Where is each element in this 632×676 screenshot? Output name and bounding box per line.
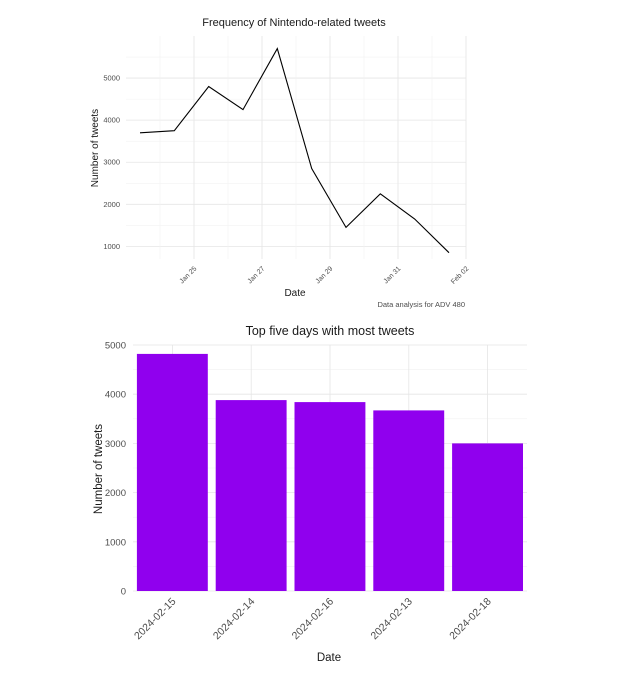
bar-chart-y-tick-label: 4000	[105, 390, 126, 401]
bar-chart-y-tick-label: 0	[121, 587, 126, 598]
bar	[294, 402, 366, 591]
line-chart-y-tick-label: 3000	[103, 158, 120, 167]
bar-chart-y-tick-label: 1000	[105, 537, 126, 548]
line-chart: Frequency of Nintendo-related tweets 100…	[90, 17, 470, 309]
line-chart-y-ticks: 1000 2000 3000 4000 5000	[103, 74, 120, 251]
line-chart-caption: Data analysis for ADV 480	[377, 300, 465, 309]
bar-chart-x-tick-label: 2024-02-16	[290, 596, 337, 643]
line-chart-y-tick-label: 5000	[103, 74, 120, 83]
bar-chart-bars	[136, 353, 523, 591]
line-chart-x-ticks: Jan 25 Jan 27 Jan 29 Jan 31 Feb 02	[179, 265, 471, 285]
bar-chart-x-tick-label: 2024-02-13	[368, 596, 415, 643]
line-chart-title: Frequency of Nintendo-related tweets	[202, 17, 386, 29]
bar-chart-x-tick-label: 2024-02-14	[211, 596, 258, 643]
line-chart-y-tick-label: 2000	[103, 200, 120, 209]
line-chart-x-tick-label: Feb 02	[450, 265, 470, 285]
line-chart-x-tick-label: Jan 25	[179, 265, 199, 285]
line-chart-y-tick-label: 1000	[103, 242, 120, 251]
line-chart-y-axis-label: Number of tweets	[90, 109, 101, 187]
bar-chart-x-tick-label: 2024-02-18	[447, 596, 494, 643]
line-chart-y-tick-label: 4000	[103, 116, 120, 125]
bar-chart-y-tick-label: 2000	[105, 488, 126, 499]
bar-chart-y-tick-label: 3000	[105, 439, 126, 450]
line-chart-series-line	[139, 47, 450, 254]
bar	[452, 443, 523, 591]
bar-chart-x-axis-label: Date	[317, 652, 341, 664]
bar-chart-y-axis-label: Number of tweets	[93, 424, 105, 514]
bar-chart-x-ticks: 2024-02-15 2024-02-14 2024-02-16 2024-02-13…	[132, 596, 494, 643]
bar-chart-y-tick-label: 5000	[105, 341, 126, 352]
line-chart-x-tick-label: Jan 29	[315, 265, 335, 285]
line-chart-x-tick-label: Jan 31	[383, 265, 403, 285]
bar-chart-title: Top five days with most tweets	[246, 324, 415, 338]
bar	[136, 353, 208, 591]
line-chart-grid	[126, 36, 467, 259]
line-chart-x-tick-label: Jan 27	[247, 265, 267, 285]
line-chart-x-axis-label: Date	[284, 288, 306, 299]
bar-chart: Top five days with most tweets 0 1000 2000…	[93, 324, 527, 664]
bar-chart-y-ticks: 0 1000 2000 3000 4000 5000	[105, 341, 126, 598]
bar-chart-x-tick-label: 2024-02-15	[132, 596, 179, 643]
bar	[215, 400, 287, 591]
bar	[373, 410, 445, 591]
